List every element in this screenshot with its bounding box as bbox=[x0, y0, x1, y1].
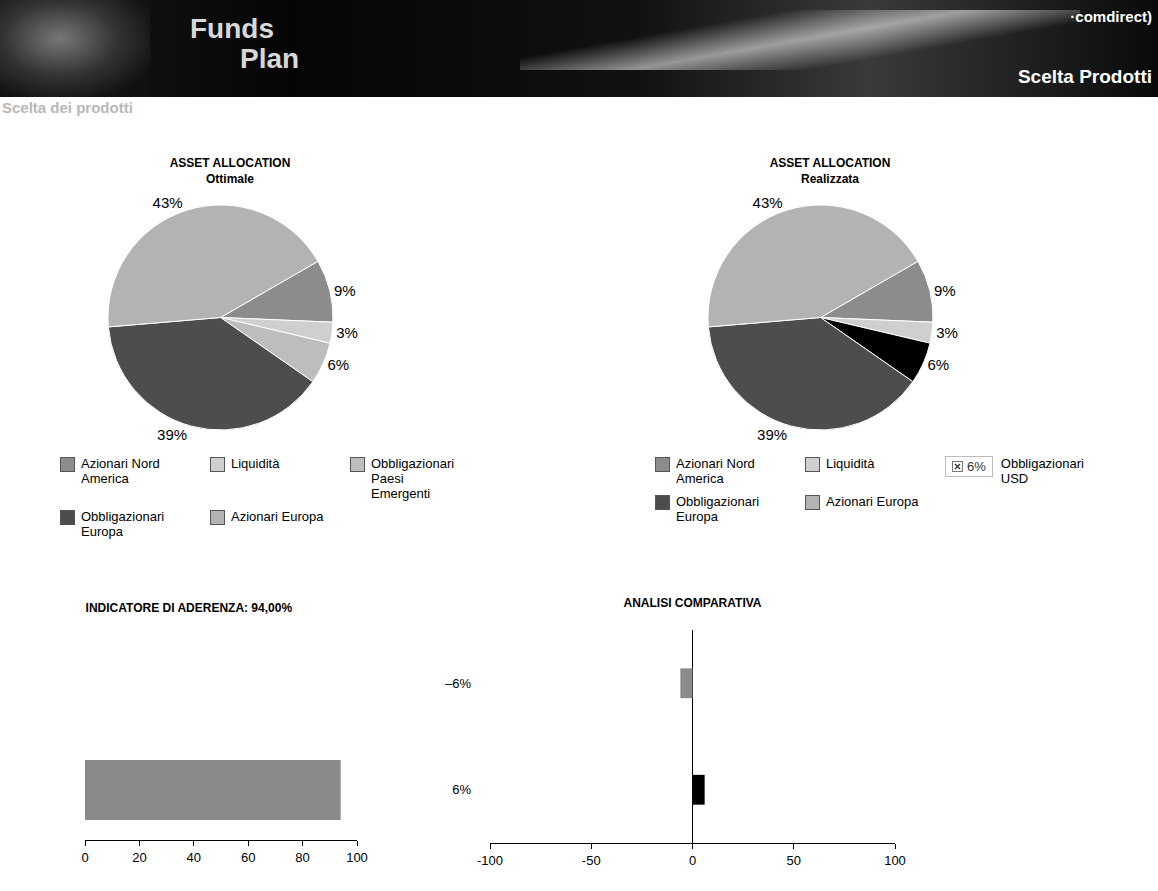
html-text:Azionari Nord America: Azionari Nord America bbox=[81, 456, 160, 486]
html-text:Azionari Europa: Azionari Europa bbox=[826, 494, 919, 509]
svg-text:3%: 3% bbox=[936, 324, 958, 341]
svg-text:6%: 6% bbox=[928, 356, 950, 373]
html-text:Liquidità: Liquidità bbox=[826, 456, 875, 471]
svg-text:-50: -50 bbox=[582, 853, 601, 868]
svg-text:–6%: –6% bbox=[445, 676, 471, 691]
svg-text:0: 0 bbox=[81, 850, 88, 865]
svg-text:40: 40 bbox=[187, 850, 201, 865]
svg-text:6%: 6% bbox=[452, 782, 471, 797]
html-text:Scelta dei prodotti: Scelta dei prodotti bbox=[2, 99, 133, 116]
html-text:Azionari Europa: Azionari Europa bbox=[231, 509, 324, 524]
svg-text:-100: -100 bbox=[477, 853, 503, 868]
html-text:Obbligazionari Paesi Emergenti: Obbligazionari Paesi Emergenti bbox=[371, 456, 455, 501]
svg-text:80: 80 bbox=[295, 850, 309, 865]
svg-text:50: 50 bbox=[787, 853, 801, 868]
html-text:Obbligazionari USD: Obbligazionari USD bbox=[1000, 456, 1084, 486]
svg-text:ASSET ALLOCATIONRealizzata: ASSET ALLOCATIONRealizzata bbox=[770, 156, 891, 186]
html-text:Obbligazionari Europa: Obbligazionari Europa bbox=[81, 509, 165, 539]
svg-text:9%: 9% bbox=[334, 282, 356, 299]
html-text:Plan: Plan bbox=[240, 43, 300, 74]
html-text:Liquidità: Liquidità bbox=[231, 456, 280, 471]
svg-text:43%: 43% bbox=[153, 194, 183, 211]
svg-text:39%: 39% bbox=[757, 426, 787, 443]
svg-text:100: 100 bbox=[884, 853, 906, 868]
svg-text:ANALISI COMPARATIVA: ANALISI COMPARATIVA bbox=[624, 596, 762, 610]
svg-text:39%: 39% bbox=[157, 426, 187, 443]
svg-text:0: 0 bbox=[689, 853, 696, 868]
html-text:6%: 6% bbox=[967, 459, 986, 474]
html-text:Funds: Funds bbox=[190, 13, 274, 44]
html-text:Obbligazionari Europa: Obbligazionari Europa bbox=[676, 494, 760, 524]
svg-text:60: 60 bbox=[241, 850, 255, 865]
svg-text:ASSET ALLOCATIONOttimale: ASSET ALLOCATIONOttimale bbox=[170, 156, 291, 186]
html-text:Azionari Nord America: Azionari Nord America bbox=[676, 456, 755, 486]
html-text:Scelta Prodotti: Scelta Prodotti bbox=[1017, 66, 1152, 87]
html-text:·comdirect): ·comdirect) bbox=[1070, 8, 1152, 25]
svg-text:INDICATORE DI ADERENZA: 94,00%: INDICATORE DI ADERENZA: 94,00% bbox=[86, 601, 293, 615]
svg-text:100: 100 bbox=[346, 850, 368, 865]
svg-text:43%: 43% bbox=[753, 194, 783, 211]
svg-text:9%: 9% bbox=[934, 282, 956, 299]
svg-text:3%: 3% bbox=[336, 324, 358, 341]
svg-text:6%: 6% bbox=[328, 356, 350, 373]
svg-text:20: 20 bbox=[132, 850, 146, 865]
